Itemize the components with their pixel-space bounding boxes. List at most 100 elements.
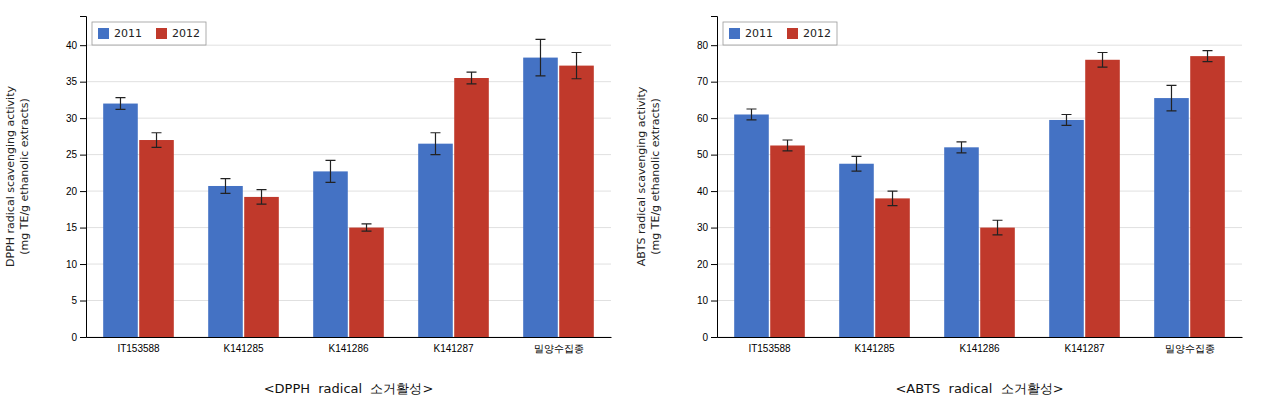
x-tick: 밀양수집종 [1165,343,1215,354]
y-axis-title: ABTS radical scavenging activity(mg TE/g… [635,86,662,266]
bar-series [770,51,1225,337]
error-bar [993,220,1003,235]
error-bar [115,98,125,110]
error-bar [1061,114,1071,125]
y-tick-label: 70 [697,76,709,87]
y-tick-label: 15 [66,222,78,233]
bar [523,58,558,337]
y-tick: 80 [697,40,717,51]
bar-series [734,85,1189,337]
y-axis: 0 10 20 30 40 50 60 70 80 [697,17,718,343]
y-tick: 20 [697,259,717,270]
error-bar [152,133,162,148]
x-tick: K141286 [959,343,999,354]
bar [1154,98,1189,337]
bar [734,114,769,337]
y-tick: 60 [697,113,717,124]
y-tick-label: 80 [697,40,709,51]
x-tick-label: K141285 [854,343,894,354]
x-tick-label: IT153588 [748,343,791,354]
y-tick-label: 30 [697,222,709,233]
x-axis-line [87,337,612,338]
y-tick-mark [80,191,86,192]
x-tick-label: IT153588 [117,343,160,354]
legend-label: 2011 [745,27,773,40]
x-tick-label: 밀양수집종 [534,343,584,354]
bar [1190,56,1225,337]
bar [1049,120,1084,337]
y-tick-mark [711,45,717,46]
x-axis: IT153588 K141285 K141286 K141287 밀양수집종 [718,338,1243,355]
error-bar [220,179,230,194]
y-axis-line [80,17,87,338]
y-tick: 70 [697,76,717,87]
error-bar [467,72,477,84]
x-tick: K141287 [1064,343,1104,354]
bar [313,171,348,337]
y-tick: 35 [66,76,86,87]
grid [86,45,611,337]
x-tick-label: K141286 [328,343,368,354]
y-tick-label: 30 [66,113,78,124]
error-bar [746,109,756,120]
y-tick-mark [711,301,717,302]
error-bar [535,39,545,75]
y-tick-mark [711,337,717,338]
grid [717,45,1242,337]
bar [454,78,489,337]
y-tick: 20 [66,186,86,197]
y-tick-mark [80,45,86,46]
bar [839,164,874,337]
x-tick-label: 밀양수집종 [1165,343,1215,354]
legend-label: 2011 [114,27,142,40]
x-tick: 밀양수집종 [534,343,584,354]
error-bar [888,191,898,206]
y-tick-mark [711,82,717,83]
y-tick-label: 40 [697,186,709,197]
y-tick-label: 20 [697,259,709,270]
bar [944,147,979,337]
y-tick-label: 0 [71,332,77,343]
y-tick-mark [711,118,717,119]
y-tick-mark [80,82,86,83]
y-tick: 50 [697,149,717,160]
y-tick-mark [80,301,86,302]
y-tick-mark [711,228,717,229]
y-tick-label: 35 [66,76,78,87]
y-tick-label: 60 [697,113,709,124]
x-tick: IT153588 [748,343,791,354]
error-bar [1203,51,1213,62]
y-tick-mark [80,118,86,119]
bar [244,197,279,337]
x-tick: IT153588 [117,343,160,354]
error-bar [325,160,335,182]
y-tick-label: 0 [702,332,708,343]
legend: 20112012 [723,22,837,45]
legend-box [92,22,206,45]
x-tick: K141286 [328,343,368,354]
bar [139,140,174,337]
error-bar [1166,85,1176,111]
x-tick-label: K141286 [959,343,999,354]
y-tick-label: 20 [66,186,78,197]
x-tick: K141285 [854,343,894,354]
y-axis-line [711,17,718,338]
y-tick: 10 [66,259,86,270]
bar [418,144,453,337]
legend-swatch [98,28,109,39]
y-tick-mark [711,155,717,156]
error-bar [257,190,267,205]
bar [103,104,138,337]
x-axis-line [718,337,1243,338]
y-tick: 25 [66,149,86,160]
y-tick-label: 40 [66,40,78,51]
bar [1085,60,1120,337]
bar [875,198,910,337]
y-tick-label: 10 [697,295,709,306]
legend-swatch [156,28,167,39]
y-tick: 40 [697,186,717,197]
y-tick-label: 50 [697,149,709,160]
legend-swatch [729,28,740,39]
legend-item: 2011 [98,27,142,40]
x-tick-label: K141285 [223,343,263,354]
